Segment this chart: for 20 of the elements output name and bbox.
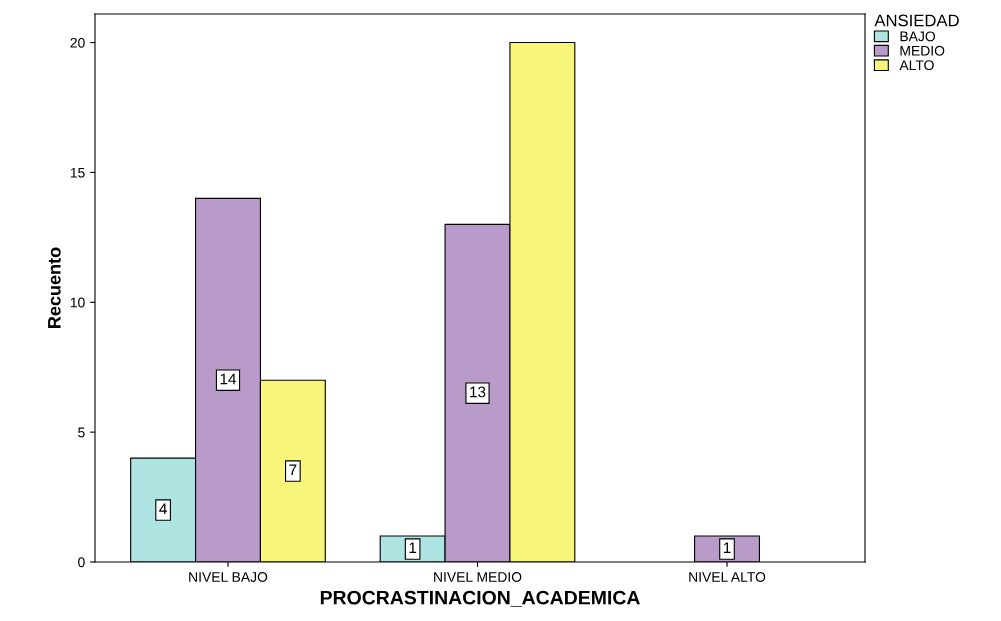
x-tick-label: NIVEL MEDIO	[434, 572, 522, 582]
y-axis-title: Recuento	[48, 247, 61, 328]
data-label: 13	[470, 386, 486, 398]
y-tick-label: 5	[78, 427, 85, 438]
x-tick-label: NIVEL ALTO	[689, 572, 766, 582]
legend-label: BAJO	[900, 31, 936, 42]
legend-title: ANSIEDAD	[874, 14, 959, 27]
x-axis-title: PROCRASTINACION_ACADEMICA	[320, 590, 640, 607]
y-tick-label: 0	[78, 557, 85, 568]
data-label: 7	[289, 464, 297, 476]
legend-label: ALTO	[899, 60, 934, 71]
data-label: 1	[409, 542, 417, 553]
y-tick-label: 15	[70, 167, 85, 178]
data-label: 1	[723, 542, 731, 553]
y-tick-label: 10	[70, 297, 85, 308]
y-tick-label: 20	[70, 37, 85, 48]
x-tick-label: NIVEL BAJO	[189, 572, 268, 582]
data-label: 4	[159, 503, 167, 515]
legend-label: MEDIO	[900, 45, 945, 56]
data-label: 14	[220, 373, 237, 385]
